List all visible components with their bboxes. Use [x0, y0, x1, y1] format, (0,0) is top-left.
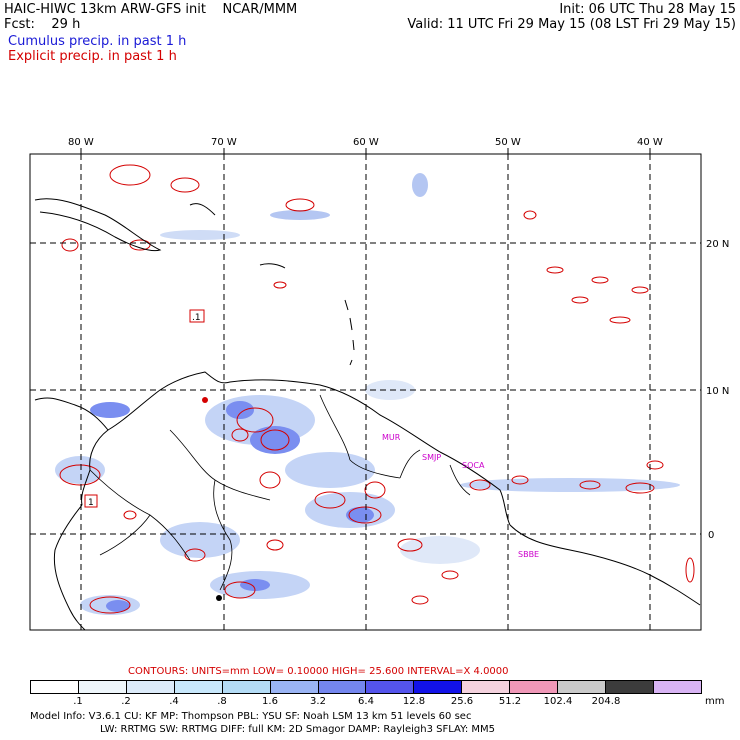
colorbar-tick-label: 51.2	[498, 696, 522, 707]
colorbar-swatch	[222, 681, 271, 693]
lat-label: 0	[708, 530, 714, 541]
top-ticks	[80, 148, 651, 154]
colorbar-tick-label: .8	[217, 696, 227, 707]
colorbar	[30, 680, 702, 694]
colorbar-swatch	[653, 681, 701, 693]
colorbar-swatch	[558, 681, 607, 693]
stations: MUR SMJP SOCA SBBE	[382, 433, 539, 559]
box-label: 1	[88, 498, 94, 508]
cumulus-precip-layer	[55, 173, 680, 615]
colorbar-tick-label: 102.4	[543, 696, 573, 707]
precip-dot	[216, 595, 222, 601]
colorbar-swatch	[606, 681, 654, 693]
colorbar-tick-label: 3.2	[310, 696, 326, 707]
graticule	[30, 154, 701, 630]
colorbar-swatch	[31, 681, 79, 693]
colorbar-swatch	[318, 681, 367, 693]
precip-dot	[202, 397, 208, 403]
contour-label-boxes: .1 1	[84, 309, 205, 508]
lat-label: 10 N	[706, 386, 729, 397]
valid-time: Valid: 11 UTC Fri 29 May 15 (08 LST Fri …	[407, 17, 736, 32]
colorbar-swatch	[462, 681, 511, 693]
lon-label: 50 W	[495, 137, 521, 148]
colorbar-tick-label: 204.8	[591, 696, 621, 707]
colorbar-swatch	[366, 681, 415, 693]
station-label: SMJP	[422, 453, 441, 462]
colorbar-tick-label: 12.8	[402, 696, 426, 707]
station-label: MUR	[382, 433, 401, 442]
colorbar-tick-label: .1	[73, 696, 83, 707]
colorbar-swatch	[174, 681, 223, 693]
lon-label: 40 W	[637, 137, 663, 148]
box-label: .1	[192, 313, 201, 323]
country-border-layer	[89, 394, 471, 591]
colorbar-ticks: .1 .2 .4 .8 1.6 3.2 6.4 12.8 25.6 51.2 102.4 204.8	[30, 696, 702, 708]
lon-labels: 80 W 70 W 60 W 50 W 40 W	[68, 137, 663, 148]
station-label: SOCA	[462, 461, 485, 470]
colorbar-tick-label: 1.6	[262, 696, 278, 707]
lat-labels: 20 N 10 N 0	[706, 239, 729, 541]
coastline-layer	[34, 198, 701, 631]
contours-info: CONTOURS: UNITS=mm LOW= 0.10000 HIGH= 25…	[128, 666, 509, 677]
colorbar-tick-label: .2	[121, 696, 131, 707]
colorbar-units: mm	[705, 696, 725, 707]
model-info-line1: Model Info: V3.6.1 CU: KF MP: Thompson P…	[30, 711, 472, 722]
colorbar-swatch	[414, 681, 463, 693]
header-title: HAIC-HIWC 13km ARW-GFS init NCAR/MMM	[4, 2, 298, 17]
legend-explicit: Explicit precip. in past 1 h	[8, 49, 177, 64]
colorbar-tick-label: .4	[169, 696, 179, 707]
legend-cumulus: Cumulus precip. in past 1 h	[8, 34, 187, 49]
colorbar-swatch	[126, 681, 175, 693]
model-info-line2: LW: RRTMG SW: RRTMG DIFF: full KM: 2D Sm…	[100, 724, 496, 735]
lon-label: 80 W	[68, 137, 94, 148]
colorbar-swatch	[270, 681, 319, 693]
colorbar-swatch	[78, 681, 127, 693]
lon-label: 70 W	[211, 137, 237, 148]
init-time: Init: 06 UTC Thu 28 May 15	[559, 2, 736, 17]
station-label: SBBE	[518, 550, 539, 559]
explicit-precip-layer	[59, 164, 695, 614]
colorbar-tick-label: 6.4	[358, 696, 374, 707]
colorbar-tick-label: 25.6	[450, 696, 474, 707]
colorbar-swatch	[510, 681, 559, 693]
lat-label: 20 N	[706, 239, 729, 250]
forecast-hour: Fcst: 29 h	[4, 17, 81, 32]
lon-label: 60 W	[353, 137, 379, 148]
